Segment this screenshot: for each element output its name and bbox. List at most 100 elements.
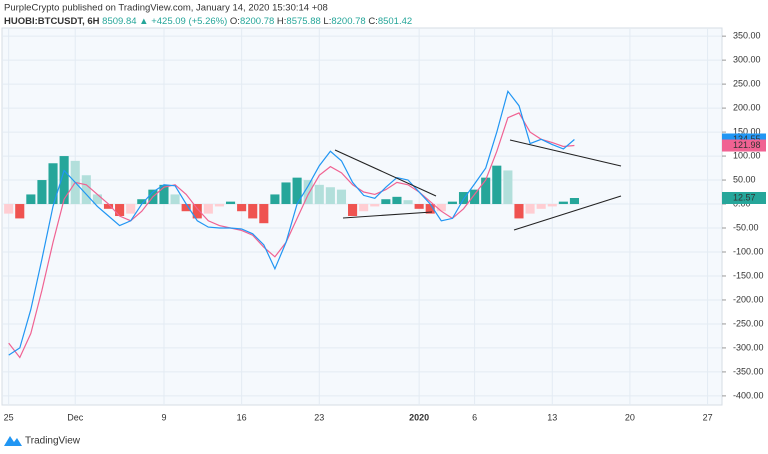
histogram-bar [403, 200, 413, 205]
histogram-bar [15, 204, 25, 219]
histogram-bar [381, 199, 391, 205]
y-tick-label: 250.00 [733, 78, 761, 88]
ohlc-label: C: [368, 16, 378, 27]
y-tick-label: -400.00 [733, 390, 764, 400]
histogram-bar [181, 204, 191, 212]
y-tick-label: 350.00 [733, 31, 761, 41]
histogram-bar [392, 196, 402, 205]
last-value-label: 12.57 [733, 192, 756, 202]
y-tick-label: -150.00 [733, 270, 764, 280]
ohlc-label: H: [277, 16, 287, 27]
histogram-bar [237, 204, 247, 212]
histogram-bar [414, 204, 424, 209]
chart-title: PurpleCrypto published on TradingView.co… [4, 3, 328, 14]
histogram-bar [203, 204, 213, 214]
histogram-bar [92, 194, 102, 205]
histogram-bar [37, 180, 47, 205]
histogram-bar [336, 189, 347, 205]
histogram-bar [458, 192, 469, 205]
trendlines [334, 139, 622, 231]
ohlc-label: L: [323, 16, 331, 27]
histogram-bar [447, 201, 457, 205]
price: 8509.84 [102, 16, 136, 27]
histogram-bar [325, 187, 335, 205]
histogram-bar [370, 204, 380, 207]
footer-logo [4, 436, 22, 446]
symbol: HUOBI:BTCUSDT, 6H [4, 16, 100, 27]
histogram-bar [126, 204, 136, 214]
histogram-bar [81, 175, 91, 205]
histogram-bar [569, 198, 579, 205]
histogram-bar [137, 199, 147, 205]
histogram-bar [525, 204, 535, 214]
x-tick-label: 16 [237, 412, 247, 422]
y-tick-label: -250.00 [733, 318, 764, 328]
histogram-bar [214, 204, 224, 207]
histogram-bar [192, 204, 202, 219]
y-tick-label: 200.00 [733, 102, 761, 112]
histogram-bar [514, 204, 524, 219]
y-tick-label: 50.00 [733, 174, 756, 184]
histogram-bar [503, 170, 513, 205]
trendline [513, 195, 622, 231]
x-tick-label: 6 [472, 412, 477, 422]
last-value-box [722, 192, 766, 205]
histogram-bar [359, 204, 369, 212]
histogram-bar [103, 204, 114, 209]
logo-icon [4, 436, 22, 446]
trendline [342, 211, 433, 219]
histogram-bar [115, 204, 125, 217]
signal-line [8, 89, 575, 356]
histogram-bar [59, 156, 69, 205]
histogram-bar [259, 204, 269, 224]
y-tick-label: 100.00 [733, 150, 761, 160]
x-tick-label: 20 [625, 412, 635, 422]
histogram-bar [536, 204, 546, 209]
change: ▲ +425.09 (+5.26%) [139, 16, 227, 27]
histogram-bar [292, 177, 302, 205]
ohlc-value: 8200.78 [331, 16, 365, 27]
y-tick-label: 150.00 [733, 126, 761, 136]
y-tick-label: -50.00 [733, 222, 759, 232]
y-tick-label: -200.00 [733, 294, 764, 304]
ohlc-value: 8575.88 [286, 16, 320, 27]
signal-line [8, 112, 575, 359]
x-tick-label: 25 [4, 412, 14, 422]
histogram-bar [48, 163, 58, 205]
histogram-bar [436, 204, 446, 212]
histogram-bar [425, 204, 435, 214]
histogram-bar [547, 204, 557, 207]
histogram-bar [170, 194, 180, 205]
last-value-box [722, 139, 766, 152]
x-tick-label: Dec [67, 412, 84, 422]
histogram-bar [26, 194, 36, 205]
histogram-bar [270, 194, 280, 205]
x-tick-label: 2020 [409, 412, 429, 422]
trendline [509, 139, 622, 167]
x-tick-label: 13 [547, 412, 557, 422]
y-tick-label: -350.00 [733, 366, 764, 376]
symbol-line: HUOBI:BTCUSDT, 6H 8509.84 ▲ +425.09 (+5.… [4, 16, 412, 27]
ohlc-label: O: [230, 16, 240, 27]
histogram-bar [481, 177, 491, 205]
ohlc-value: 8200.78 [240, 16, 274, 27]
trendline [334, 149, 437, 197]
ohlc-value: 8501.42 [378, 16, 412, 27]
x-tick-label: 27 [703, 412, 713, 422]
histogram-bar [492, 165, 502, 205]
x-tick-label: 9 [161, 412, 166, 422]
histogram-bar [303, 180, 313, 205]
histogram-bar [558, 201, 568, 205]
histogram-bar [4, 204, 14, 214]
y-tick-label: 300.00 [733, 55, 761, 65]
y-tick-label: -300.00 [733, 342, 764, 352]
footer-brand: TradingView [25, 436, 81, 447]
histogram-bar [348, 204, 358, 217]
histogram-bar [225, 201, 236, 205]
histogram-bar [314, 184, 324, 205]
histogram-bar [248, 204, 258, 219]
histogram-bar [159, 184, 169, 205]
y-tick-label: -100.00 [733, 246, 764, 256]
histogram-bar [281, 182, 291, 205]
